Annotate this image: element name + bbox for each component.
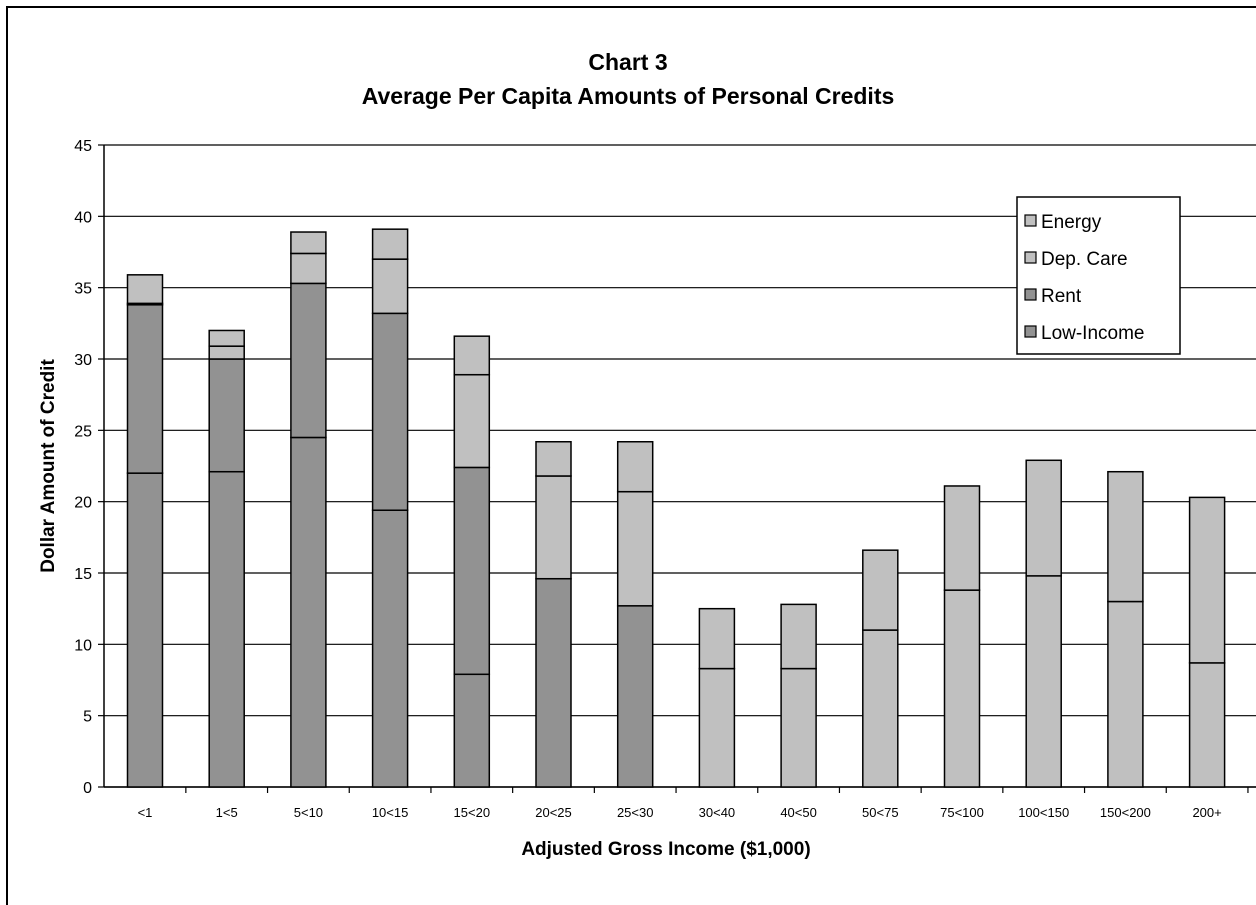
x-tick-label: 10<15 (372, 805, 409, 820)
legend-swatch (1024, 325, 1037, 338)
y-tick-label: 20 (74, 495, 92, 512)
x-axis-label: Adjusted Gross Income ($1,000) (521, 839, 810, 860)
bar-segment (371, 509, 409, 788)
y-tick-label: 10 (74, 637, 92, 654)
x-tick-label: 30<40 (699, 805, 736, 820)
y-axis-label: Dollar Amount of Credit (38, 359, 59, 573)
bar-segment (290, 231, 327, 255)
bar-segment (208, 470, 245, 788)
x-tick-label: <1 (138, 805, 153, 820)
chart-subtitle: Average Per Capita Amounts of Personal C… (362, 83, 895, 109)
legend-label: Dep. Care (1041, 249, 1128, 270)
legend-swatch (1024, 288, 1037, 301)
bar-segment (1107, 600, 1144, 788)
y-tick-label: 5 (83, 709, 92, 726)
y-tick-label: 40 (74, 209, 92, 226)
bar-segment (862, 629, 899, 788)
y-tick-label: 35 (74, 281, 92, 298)
x-tick-label: 25<30 (617, 805, 654, 820)
bar-segment (290, 252, 327, 285)
plot-area: 0 5 10 15 20 25 30 35 40 45 <1 1<5 5<10 10<15 15<20 20<… (74, 138, 1256, 820)
x-tick-label: 40<50 (780, 805, 817, 820)
bar-segment (1025, 459, 1062, 577)
legend-box (1016, 196, 1181, 355)
bar-segment (1188, 496, 1226, 664)
bar-segment (535, 440, 572, 477)
bar-segment (616, 490, 654, 607)
bar-segment (698, 667, 736, 788)
bar-segment (535, 475, 572, 580)
bar-segment (208, 329, 245, 347)
legend-swatch (1024, 251, 1037, 264)
x-tick-label: 1<5 (216, 805, 238, 820)
x-tick-label: 5<10 (294, 805, 323, 820)
x-tick-label: 100<150 (1018, 805, 1069, 820)
bar-segment (126, 472, 164, 788)
bar-segment (453, 373, 491, 469)
legend-label: Rent (1041, 286, 1082, 307)
bar-segment (698, 607, 736, 670)
legend: Energy Dep. Care Rent Low-Income (1016, 196, 1181, 355)
bar-segment (780, 603, 817, 670)
y-tick-label: 30 (74, 352, 92, 369)
bar-segment (535, 577, 572, 788)
bar-segment (1188, 662, 1226, 788)
bar-segment (862, 549, 899, 631)
legend-swatch (1024, 214, 1037, 227)
bar-segment (453, 466, 491, 676)
bar-segment (1025, 575, 1062, 788)
bar-segment (1107, 470, 1144, 603)
bar-segment (126, 274, 164, 305)
x-tick-label: 15<20 (454, 805, 491, 820)
bar-segment (453, 335, 491, 376)
x-tick-label: 150<200 (1100, 805, 1151, 820)
bar-segment (780, 667, 817, 788)
y-tick-label: 25 (74, 423, 92, 440)
bar-segment (208, 358, 245, 473)
chart-frame (6, 6, 1256, 905)
y-tick-label: 45 (74, 138, 92, 155)
bar-segment (208, 345, 245, 360)
y-tick-label: 0 (83, 780, 92, 797)
bar-segment (616, 605, 654, 788)
legend-label: Low-Income (1041, 323, 1145, 344)
bar-segment (290, 282, 327, 439)
bar-segment (371, 258, 409, 315)
bar-segment (371, 312, 409, 511)
bar-segment (126, 304, 164, 474)
x-tick-label: 200+ (1192, 805, 1221, 820)
bar-segment (290, 436, 327, 788)
y-tick-label: 15 (74, 566, 92, 583)
bar-segment (943, 485, 981, 591)
bar-segment (616, 440, 654, 493)
x-tick-label: 75<100 (940, 805, 984, 820)
chart-title: Chart 3 (588, 49, 667, 75)
bar-segment (371, 228, 409, 260)
bar-segment (943, 589, 981, 788)
x-tick-label: 50<75 (862, 805, 899, 820)
bar-segment (453, 673, 491, 788)
legend-label: Energy (1041, 212, 1102, 233)
x-tick-label: 20<25 (535, 805, 572, 820)
